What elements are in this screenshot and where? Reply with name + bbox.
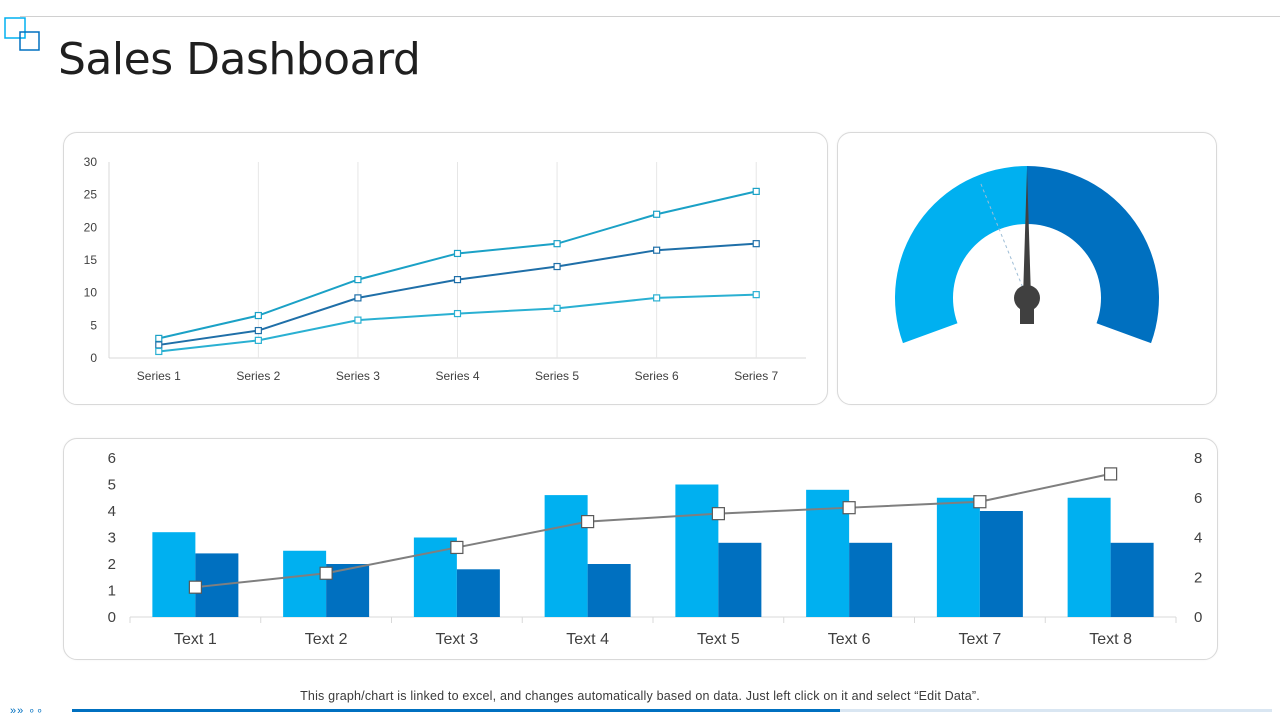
combo-chart[interactable]: 0 1 2 3 4 5 6 0 2 4 6 8 Text 1 Text 2 Text 3 Text 4 Text… (64, 439, 1217, 659)
trend-point (188, 580, 202, 594)
bar (806, 489, 850, 617)
data-point (752, 240, 760, 248)
trend-point (1104, 467, 1118, 481)
y2-tick-label: 8 (1194, 450, 1202, 467)
data-point (653, 246, 661, 254)
trend-point (842, 501, 856, 515)
gauge-segment (895, 166, 1027, 344)
x-tick-label: Text 1 (174, 631, 217, 648)
line-chart-panel[interactable]: Series 1 Series 2 Series 3 Series 4 Series 5… (63, 132, 828, 405)
y-tick-label: 0 (90, 351, 97, 365)
y-tick-label: 6 (108, 450, 116, 467)
bar (849, 542, 893, 617)
trend-point (711, 507, 725, 521)
x-tick-label: Text 7 (959, 631, 1002, 648)
data-point (752, 187, 760, 196)
y-tick-label: 4 (108, 503, 116, 520)
x-tick-label: Series 5 (535, 369, 579, 383)
x-tick-label: Text 5 (697, 631, 740, 648)
y-tick-label: 1 (108, 583, 116, 600)
trend-point (319, 566, 333, 580)
data-point (254, 336, 262, 344)
bar (675, 484, 719, 617)
data-point (752, 291, 760, 299)
y-tick-label: 0 (108, 609, 116, 626)
x-tick-label: Series 3 (336, 369, 380, 383)
bar (283, 550, 327, 617)
data-point (453, 249, 462, 258)
data-point (453, 276, 462, 284)
footer-note: This graph/chart is linked to excel, and… (300, 689, 980, 703)
data-point (653, 294, 661, 302)
y-tick-label: 5 (108, 477, 116, 494)
trend-point (581, 514, 595, 529)
data-point (453, 309, 462, 318)
progress-fill (72, 709, 840, 712)
gauge-segment (1027, 166, 1159, 344)
page-title: Sales Dashboard (58, 34, 421, 85)
x-tick-label: Text 2 (305, 631, 348, 648)
bar (936, 497, 980, 617)
x-tick-label: Text 8 (1089, 631, 1132, 648)
bar (718, 542, 762, 617)
y2-tick-label: 2 (1194, 569, 1202, 586)
x-tick-label: Series 2 (236, 369, 280, 383)
data-point (553, 262, 561, 271)
gauge-chart[interactable] (838, 133, 1216, 404)
y-tick-label: 25 (84, 188, 98, 202)
data-point (254, 311, 262, 320)
nav-arrows-icon[interactable]: »» ∘∘ (10, 705, 45, 717)
data-point (354, 294, 362, 302)
bar (152, 532, 196, 617)
gauge-needle-hub (1014, 285, 1040, 311)
line-chart[interactable]: Series 1 Series 2 Series 3 Series 4 Series 5… (64, 133, 827, 404)
x-tick-label: Series 6 (635, 369, 679, 383)
data-point (354, 316, 362, 324)
gauge-panel[interactable] (837, 132, 1217, 405)
y-tick-label: 2 (108, 556, 116, 573)
bar (587, 564, 631, 617)
bar (979, 511, 1023, 617)
data-point (354, 276, 362, 284)
x-tick-label: Text 6 (828, 631, 871, 648)
y-tick-label: 30 (84, 155, 98, 169)
x-tick-label: Text 3 (436, 631, 479, 648)
x-tick-label: Series 1 (137, 369, 181, 383)
y-tick-label: 5 (90, 318, 97, 332)
bar (1110, 542, 1154, 617)
x-tick-label: Series 7 (734, 369, 778, 383)
combo-chart-panel[interactable]: 0 1 2 3 4 5 6 0 2 4 6 8 Text 1 Text 2 Text 3 Text 4 Text… (63, 438, 1218, 660)
data-point (653, 210, 661, 218)
bar (456, 569, 500, 617)
y-tick-label: 10 (84, 286, 98, 300)
data-point (155, 347, 163, 356)
y2-tick-label: 6 (1194, 490, 1202, 507)
trend-line (195, 472, 1111, 589)
trend-point (450, 540, 464, 555)
y2-tick-label: 4 (1194, 530, 1202, 547)
x-tick-label: Series 4 (435, 369, 479, 383)
logo-squares-icon (4, 17, 40, 51)
x-tick-label: Text 4 (566, 631, 609, 648)
data-point (254, 326, 262, 335)
gauge-needle (1023, 168, 1031, 298)
y-tick-label: 20 (84, 220, 98, 234)
data-point (553, 304, 561, 312)
y-tick-label: 15 (84, 253, 98, 267)
data-point (155, 341, 163, 349)
bar (544, 495, 588, 617)
y-tick-label: 3 (108, 530, 116, 547)
data-point (155, 334, 163, 342)
trend-point (973, 495, 987, 509)
y2-tick-label: 0 (1194, 609, 1202, 626)
top-rule (20, 16, 1280, 17)
bar (1067, 497, 1111, 617)
data-point (553, 240, 561, 248)
